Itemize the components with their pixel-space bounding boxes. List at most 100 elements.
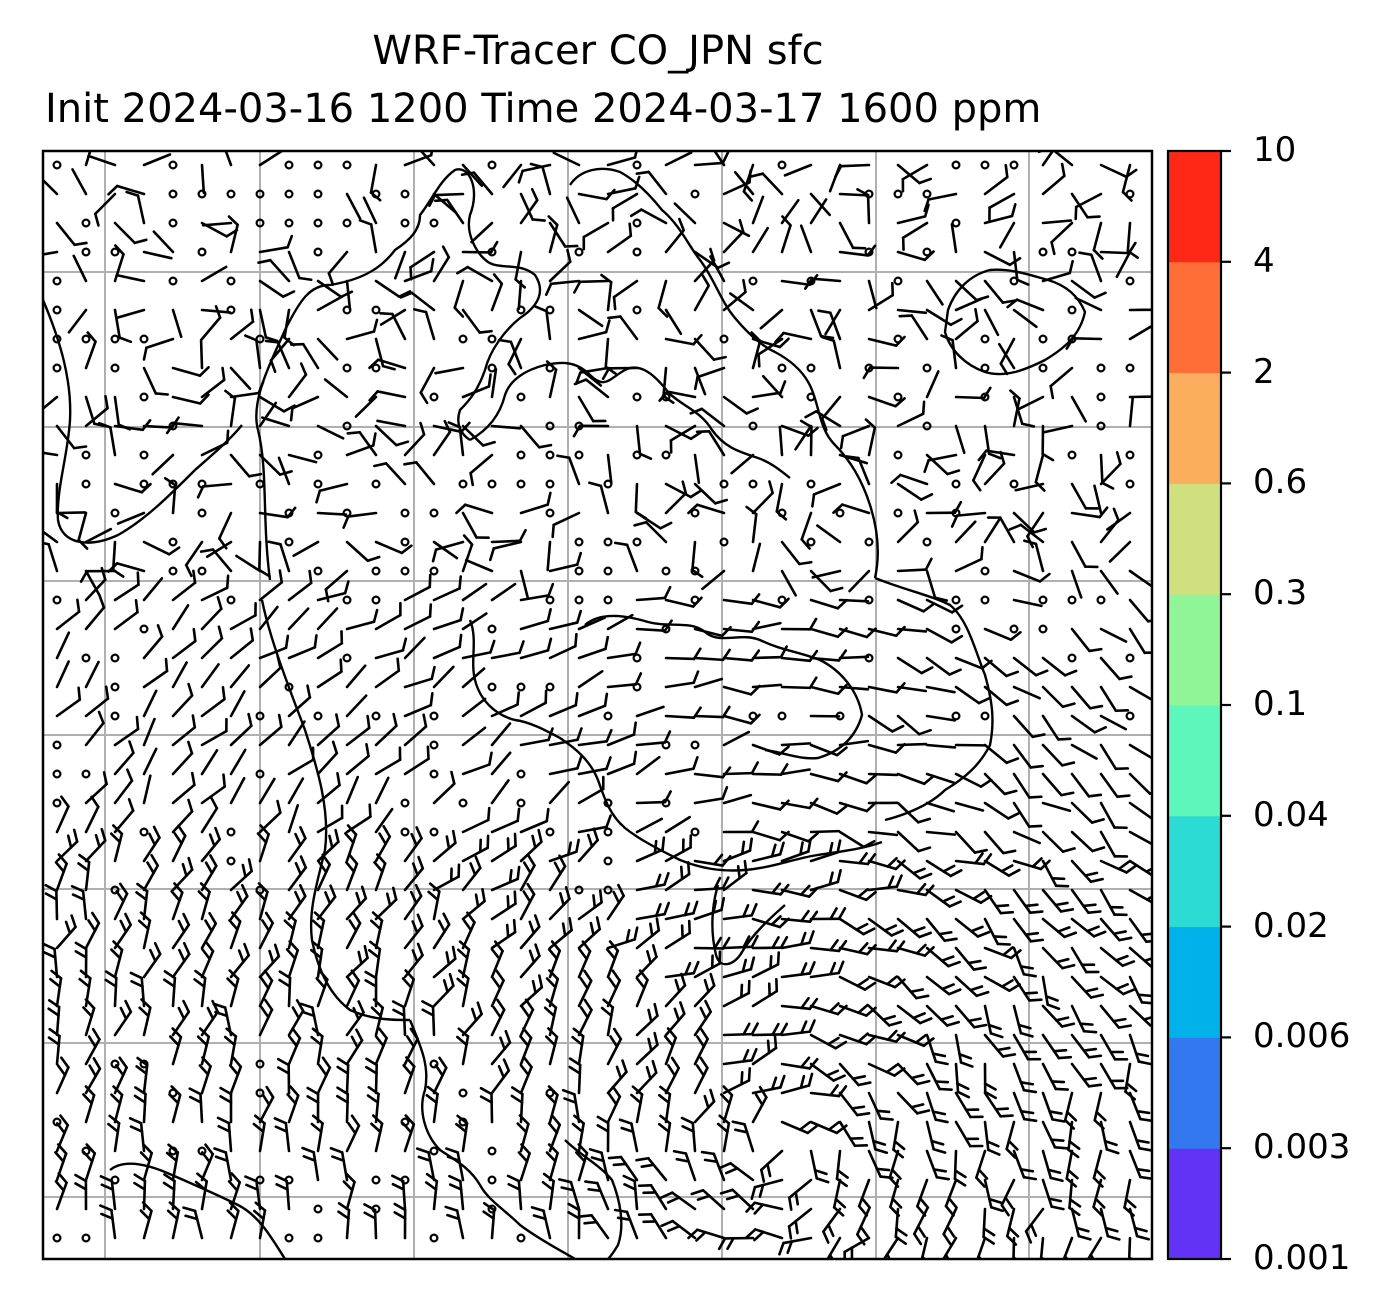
wind-barb-flag [657,1093,671,1104]
wind-barb-flag [663,585,672,600]
calm-marker [835,508,845,518]
wind-barb-staff [490,282,504,312]
wind-barb-flag [1061,847,1076,853]
wind-barb-flag [219,1086,233,1096]
wind-barb-staff [664,1092,672,1124]
wind-barb-flag [350,1114,361,1127]
wind-barb-flag [1031,857,1043,868]
wind-barb-staff [606,762,636,776]
wind-barb-staff [1043,424,1074,434]
calm-marker [777,508,787,518]
wind-barb-flag [73,241,88,247]
wind-barb-flag [615,1065,623,1080]
wind-barb-staff [171,694,194,718]
wind-barb-staff [606,1070,628,1095]
wind-barb-flag [214,826,222,841]
calm-marker [545,827,555,837]
calm-marker [429,769,439,779]
wind-barb-flag [504,1029,512,1044]
wind-barb-staff [1065,1149,1074,1180]
wind-barb-flag [808,1019,816,1033]
wind-barb-staff [664,308,683,336]
calm-marker [516,450,526,460]
wind-barb-flag [458,575,463,590]
wind-barb-staff [751,339,762,370]
wind-barb-staff [809,598,840,610]
calm-marker [226,856,236,866]
wind-barb-flag [829,1084,839,1097]
wind-barb-flag [781,215,792,227]
wind-barb-flag [225,429,230,445]
wind-barb-flag [575,1151,586,1163]
wind-barb-flag [534,305,548,313]
wind-barb-flag [1023,539,1038,546]
wind-barb-flag [886,1029,898,1041]
calm-marker [255,1059,265,1069]
wind-barb-flag [531,218,546,222]
calm-marker [777,160,787,170]
wind-barb-staff [693,1066,709,1095]
wind-barb-staff [1034,542,1045,573]
calm-marker [458,1088,468,1098]
colorbar-tick-label: 0.001 [1253,1238,1351,1278]
wind-barb-staff [780,917,812,923]
wind-barb-flag [832,1074,846,1082]
wind-barb-flag [134,599,139,614]
wind-barb-flag [545,977,557,989]
calm-marker [487,682,497,692]
wind-barb-flag [916,1225,926,1238]
wind-barb-flag [578,948,589,961]
wind-barb-staff [84,1038,101,1066]
wind-barb-staff [172,421,204,428]
coastline-honshu-north [569,167,879,579]
wind-barb-flag [392,712,398,728]
wind-barb-flag [48,1027,61,1038]
calm-marker [661,624,671,634]
wind-barb-flag [602,998,615,1009]
wind-barb-flag [879,1117,894,1121]
colorbar-segment [1168,1037,1221,1149]
calm-marker [893,189,903,199]
calm-marker [400,537,410,547]
wind-barb-staff [279,543,291,573]
wind-barb-staff [983,830,1005,855]
wind-barb-flag [209,854,218,868]
wind-barb-staff [896,975,918,1000]
wind-barb-flag [967,959,982,965]
wind-barb-flag [276,1066,291,1075]
wind-barb-flag [1038,572,1051,583]
wind-barb-flag [603,692,609,708]
wind-barb-staff [760,1149,784,1172]
wind-barb-staff [403,725,428,747]
wind-barb-staff [466,265,494,283]
wind-barb-staff [1128,396,1134,428]
wind-barb-staff [780,850,810,863]
wind-barb-flag [1055,957,1070,964]
wind-barb-flag [713,498,729,505]
wind-barb-flag [613,541,629,547]
wind-barb-flag [546,491,552,506]
wind-barb-flag [257,258,272,264]
wind-barb-staff [419,151,436,167]
wind-barb-flag [357,1000,365,1014]
wind-barb-staff [838,946,869,956]
wind-barb-staff [287,804,300,834]
wind-barb-flag [399,291,414,299]
calm-marker [1096,421,1106,431]
wind-barb-flag [986,1148,1001,1156]
wind-barb-flag [659,1114,672,1125]
wind-barb-staff [901,163,929,181]
wind-barb-flag [996,1046,1011,1052]
wind-barb-staff [664,491,688,515]
wind-barb-staff [896,917,921,939]
wind-barb-staff [664,681,695,689]
wind-barb-flag [257,380,265,395]
wind-barb-staff [751,1046,778,1066]
wind-barb-flag [364,979,378,988]
wind-barb-staff [780,540,801,566]
wind-barb-staff [113,308,121,339]
wind-barb-staff [200,441,229,457]
wind-barb-staff [780,569,798,597]
wind-barb-flag [193,978,206,988]
wind-barb-flag [1028,998,1043,1002]
